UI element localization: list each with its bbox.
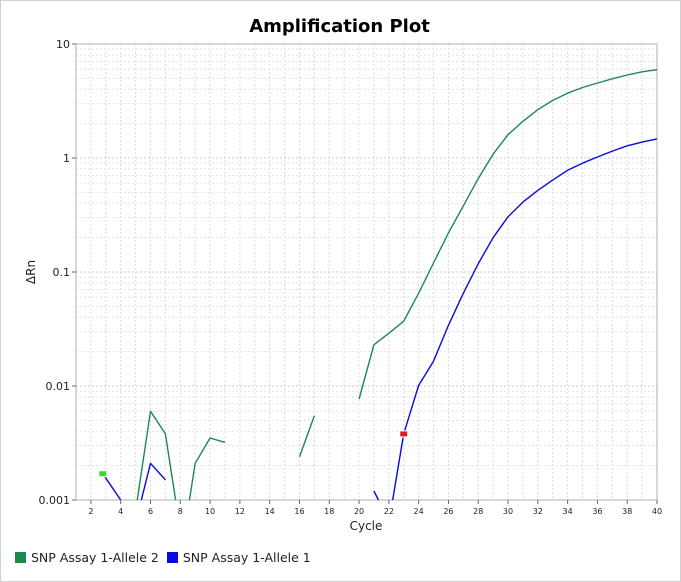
y-tick-label: 0.001 <box>39 494 71 507</box>
series-lines <box>102 69 657 500</box>
series-line-allele-1 <box>373 490 380 500</box>
legend-item-allele-2[interactable]: SNP Assay 1-Allele 2 <box>15 550 159 565</box>
y-tick-label: 0.01 <box>46 380 71 393</box>
series-line-allele-1 <box>391 138 657 500</box>
x-tick-label: 12 <box>235 507 245 516</box>
legend-swatch-allele-1 <box>166 552 178 563</box>
threshold-marker-allele-2 <box>98 470 108 478</box>
x-tick-label: 4 <box>118 507 123 516</box>
y-tick-label: 1 <box>63 152 70 165</box>
x-tick-label: 40 <box>652 507 662 516</box>
legend-label-allele-2: SNP Assay 1-Allele 2 <box>31 550 159 565</box>
x-tick-label: 24 <box>414 507 424 516</box>
series-line-allele-2 <box>188 437 226 500</box>
y-tick-label: 0.1 <box>53 266 71 279</box>
x-axis-label: Cycle <box>350 519 383 533</box>
x-tick-label: 2 <box>88 507 93 516</box>
series-line-allele-2 <box>358 69 657 400</box>
series-line-allele-1 <box>140 462 166 500</box>
x-tick-label: 16 <box>294 507 304 516</box>
y-axis-label: ΔRn <box>24 260 38 284</box>
threshold-markers <box>98 430 409 478</box>
legend: SNP Assay 1-Allele 2 SNP Assay 1-Allele … <box>15 550 319 565</box>
legend-swatch-allele-2 <box>15 552 26 563</box>
threshold-marker-allele-1 <box>399 430 409 438</box>
x-tick-label: 36 <box>592 507 602 516</box>
x-tick-label: 10 <box>205 507 215 516</box>
x-tick-label: 26 <box>443 507 453 516</box>
x-tick-label: 14 <box>265 507 275 516</box>
series-line-allele-1 <box>102 473 122 500</box>
series-line-allele-2 <box>136 410 177 500</box>
x-tick-label: 20 <box>354 507 364 516</box>
x-tick-label: 38 <box>622 507 632 516</box>
x-tick-label: 28 <box>473 507 483 516</box>
x-tick-label: 30 <box>503 507 513 516</box>
grid-lines <box>76 44 657 500</box>
x-tick-label: 8 <box>178 507 183 516</box>
x-tick-label: 32 <box>533 507 543 516</box>
x-tick-label: 6 <box>148 507 153 516</box>
x-tick-label: 22 <box>384 507 394 516</box>
x-tick-label: 18 <box>324 507 334 516</box>
x-tick-label: 34 <box>563 507 573 516</box>
y-axis-ticks: 0.001 0.01 0.1 1 10 <box>39 38 76 507</box>
series-line-allele-2 <box>298 415 316 457</box>
legend-label-allele-1: SNP Assay 1-Allele 1 <box>182 550 311 565</box>
y-tick-label: 10 <box>56 38 70 51</box>
legend-item-allele-1[interactable]: SNP Assay 1-Allele 1 <box>166 550 311 565</box>
chart-title: Amplification Plot <box>249 16 430 37</box>
x-axis-ticks: 2 4 6 8 10 12 14 16 18 20 22 24 26 28 30 32 34 36 38 40 <box>88 500 662 516</box>
